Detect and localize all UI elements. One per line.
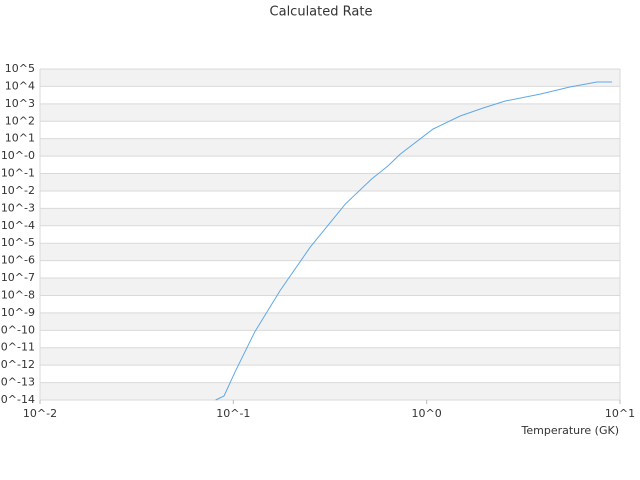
x-tick-label: 10^-1 (216, 407, 250, 420)
y-tick-label: 10^-12 (0, 358, 35, 371)
grid-band (40, 278, 620, 296)
y-tick-label: 10^-2 (1, 184, 35, 197)
grid-band (40, 138, 620, 157)
x-axis-label: Temperature (GK) (521, 424, 620, 437)
grid-band (40, 69, 620, 87)
y-tick-label: 10^1 (5, 132, 35, 145)
y-tick-label: 10^2 (5, 114, 35, 127)
y-tick-label: 10^4 (5, 79, 35, 92)
x-tick-label: 10^1 (605, 407, 635, 420)
y-tick-label: 10^-9 (1, 306, 35, 319)
y-tick-label: 10^-10 (0, 323, 35, 336)
grid-band (40, 243, 620, 261)
y-tick-label: 10^-11 (0, 341, 35, 354)
grid-band (40, 382, 620, 400)
series-line (215, 81, 613, 401)
y-tick-label: 10^-0 (1, 149, 35, 162)
y-tick-label: 10^-8 (1, 288, 35, 301)
x-tick-label: 10^0 (412, 407, 442, 420)
y-tick-label: 10^3 (5, 97, 35, 110)
y-tick-label: 10^-3 (1, 201, 35, 214)
y-tick-label: 10^-13 (0, 376, 35, 389)
grid-band (40, 173, 620, 191)
grid-band (40, 312, 620, 331)
y-tick-label: 10^-4 (1, 219, 35, 232)
y-tick-label: 10^-1 (1, 167, 35, 180)
y-tick-label: 10^5 (5, 62, 35, 75)
grid-band (40, 208, 620, 226)
chart-title: Calculated Rate (270, 5, 373, 20)
y-tick-label: 10^-14 (0, 393, 35, 406)
y-tick-label: 10^-7 (1, 271, 35, 284)
grid-band (40, 103, 620, 122)
grid-band (40, 347, 620, 366)
y-tick-label: 10^-5 (1, 236, 35, 249)
y-tick-label: 10^-6 (1, 254, 35, 267)
x-tick-label: 10^-2 (23, 407, 57, 420)
bands (40, 69, 620, 400)
